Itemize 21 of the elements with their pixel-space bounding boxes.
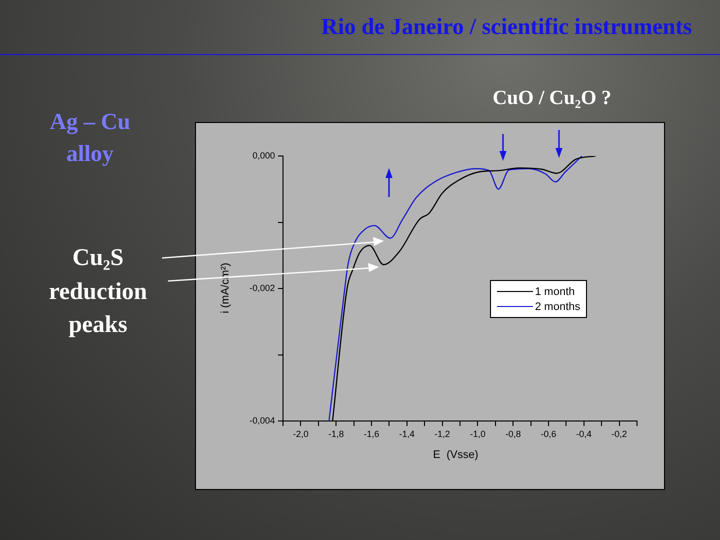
text: CuO / Cu₂O ? (492, 86, 612, 111)
text: Cu₂S reduction peaks (48, 244, 148, 340)
y-tick-label: -0,002 (249, 282, 275, 293)
chart-title: Rio de Janeiro / scientific instruments (321, 14, 692, 40)
x-tick-label: -2,0 (292, 428, 308, 439)
x-axis-title: E (Vsse) (433, 449, 478, 461)
y-tick-label: 0,000 (252, 150, 275, 160)
x-tick-label: -1,4 (399, 428, 415, 439)
y-tick-label: -0,004 (249, 415, 275, 426)
x-tick-label: -1,6 (364, 428, 380, 439)
x-tick-label: -1,8 (328, 428, 344, 439)
x-tick-label: -1,2 (434, 428, 450, 439)
legend-label: 2 months (535, 300, 580, 312)
x-tick-label: -0,2 (612, 428, 628, 439)
x-tick-label: -1,0 (470, 428, 486, 439)
y-axis-title: i (mA/cm²) (219, 262, 232, 314)
text: Ag – Cu alloy (48, 108, 132, 168)
legend-label: 1 month (535, 286, 575, 298)
x-tick-label: -0,6 (540, 428, 556, 439)
x-tick-label: -0,8 (505, 428, 521, 439)
x-tick-label: -0,4 (576, 428, 592, 439)
